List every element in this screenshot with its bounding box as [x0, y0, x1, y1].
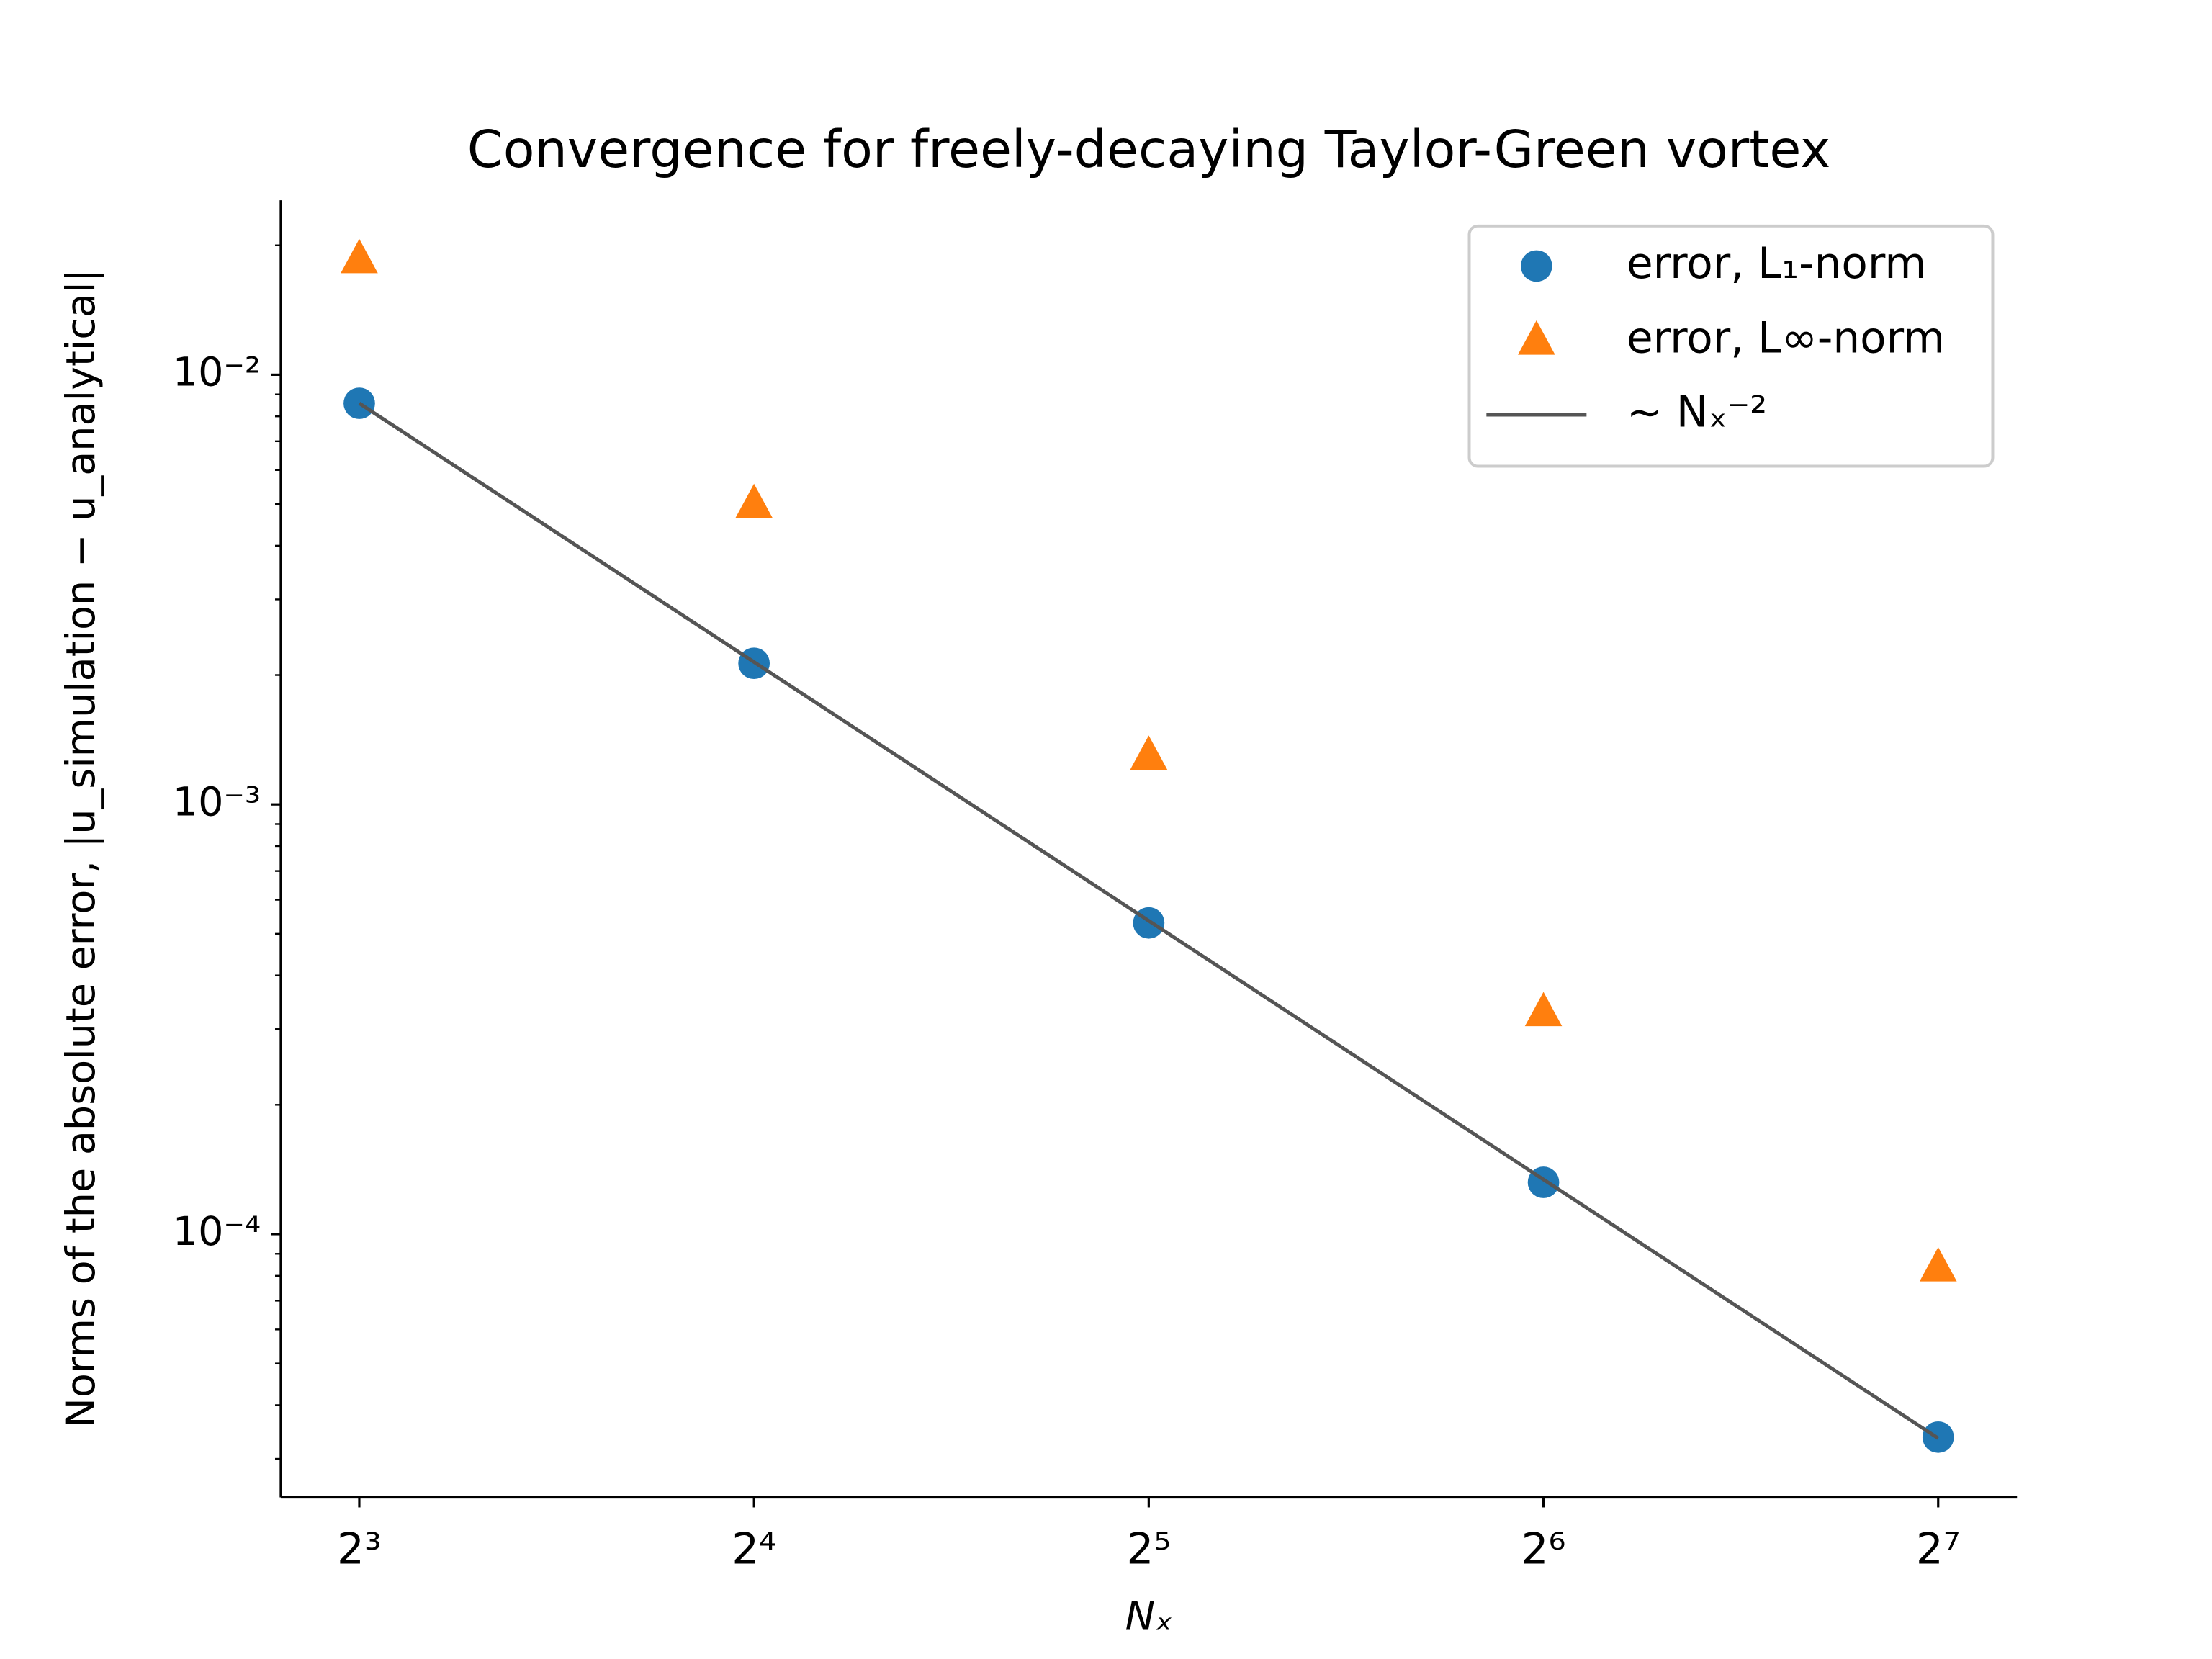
legend-marker [1518, 320, 1555, 355]
legend-label: error, L∞-norm [1627, 313, 1945, 363]
x-axis-label: Nₓ [1125, 1593, 1172, 1640]
fit-line [358, 402, 1940, 1440]
x-tick-label: 2⁵ [1126, 1525, 1171, 1575]
legend-marker [1521, 250, 1552, 282]
legend-label: error, L₁-norm [1627, 239, 1926, 289]
x-tick-label: 2³ [337, 1525, 382, 1575]
y-tick-label: 10⁻³ [173, 778, 261, 825]
legend-label: ∼ Nₓ⁻² [1627, 388, 1767, 438]
data-point [341, 238, 378, 274]
x-tick-label: 2⁴ [732, 1525, 776, 1575]
x-tick-label: 2⁶ [1521, 1525, 1566, 1575]
data-point [1130, 735, 1168, 770]
chart-title: Convergence for freely-decaying Taylor-G… [467, 120, 1831, 179]
y-axis-label: Norms of the absolute error, |u_simulati… [58, 269, 104, 1428]
x-tick-label: 2⁷ [1916, 1525, 1961, 1575]
y-tick-label: 10⁻⁴ [173, 1208, 261, 1255]
data-point [735, 483, 773, 518]
y-tick-label: 10⁻² [173, 349, 261, 396]
legend-box [1467, 224, 1995, 468]
data-point [1524, 992, 1563, 1027]
data-point [1919, 1246, 1957, 1282]
